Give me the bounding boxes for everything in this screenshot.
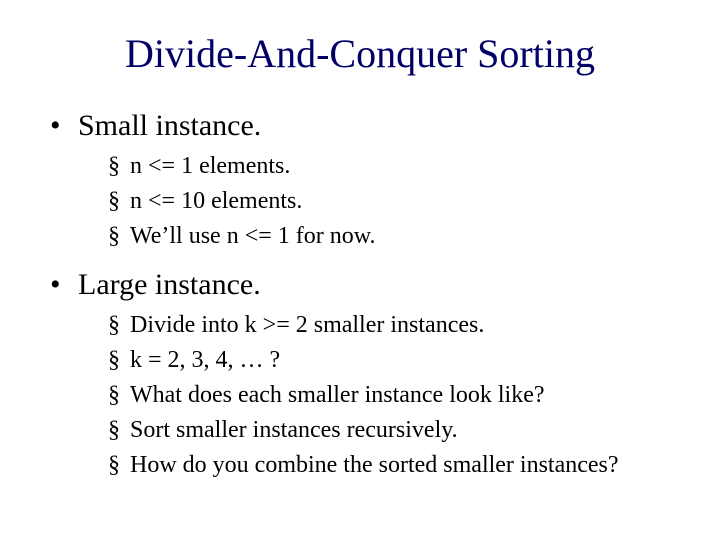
- sub-bullet-item: We’ll use n <= 1 for now.: [108, 221, 670, 252]
- sub-bullet-label: n <= 1 elements.: [130, 153, 290, 179]
- sub-bullet-label: n <= 10 elements.: [130, 188, 302, 214]
- bullet-list-level2: n <= 1 elements. n <= 10 elements. We’ll…: [108, 151, 670, 253]
- sub-bullet-label: k = 2, 3, 4, … ?: [130, 347, 280, 373]
- sub-bullet-label: How do you combine the sorted smaller in…: [130, 452, 619, 478]
- bullet-label: Large instance.: [78, 268, 261, 301]
- bullet-item: Small instance. n <= 1 elements. n <= 10…: [50, 107, 670, 252]
- sub-bullet-label: Divide into k >= 2 smaller instances.: [130, 312, 484, 338]
- sub-bullet-item: What does each smaller instance look lik…: [108, 380, 670, 411]
- sub-bullet-label: We’ll use n <= 1 for now.: [130, 223, 376, 249]
- sub-bullet-label: Sort smaller instances recursively.: [130, 417, 458, 443]
- sub-bullet-item: Divide into k >= 2 smaller instances.: [108, 310, 670, 341]
- slide: Divide-And-Conquer Sorting Small instanc…: [0, 0, 720, 540]
- bullet-list-level2: Divide into k >= 2 smaller instances. k …: [108, 310, 670, 482]
- bullet-list-level1: Small instance. n <= 1 elements. n <= 10…: [50, 107, 670, 482]
- bullet-item: Large instance. Divide into k >= 2 small…: [50, 266, 670, 481]
- sub-bullet-item: n <= 1 elements.: [108, 151, 670, 182]
- bullet-label: Small instance.: [78, 109, 261, 142]
- slide-title: Divide-And-Conquer Sorting: [50, 30, 670, 77]
- sub-bullet-label: What does each smaller instance look lik…: [130, 382, 545, 408]
- sub-bullet-item: Sort smaller instances recursively.: [108, 415, 670, 446]
- sub-bullet-item: How do you combine the sorted smaller in…: [108, 450, 670, 481]
- sub-bullet-item: k = 2, 3, 4, … ?: [108, 345, 670, 376]
- sub-bullet-item: n <= 10 elements.: [108, 186, 670, 217]
